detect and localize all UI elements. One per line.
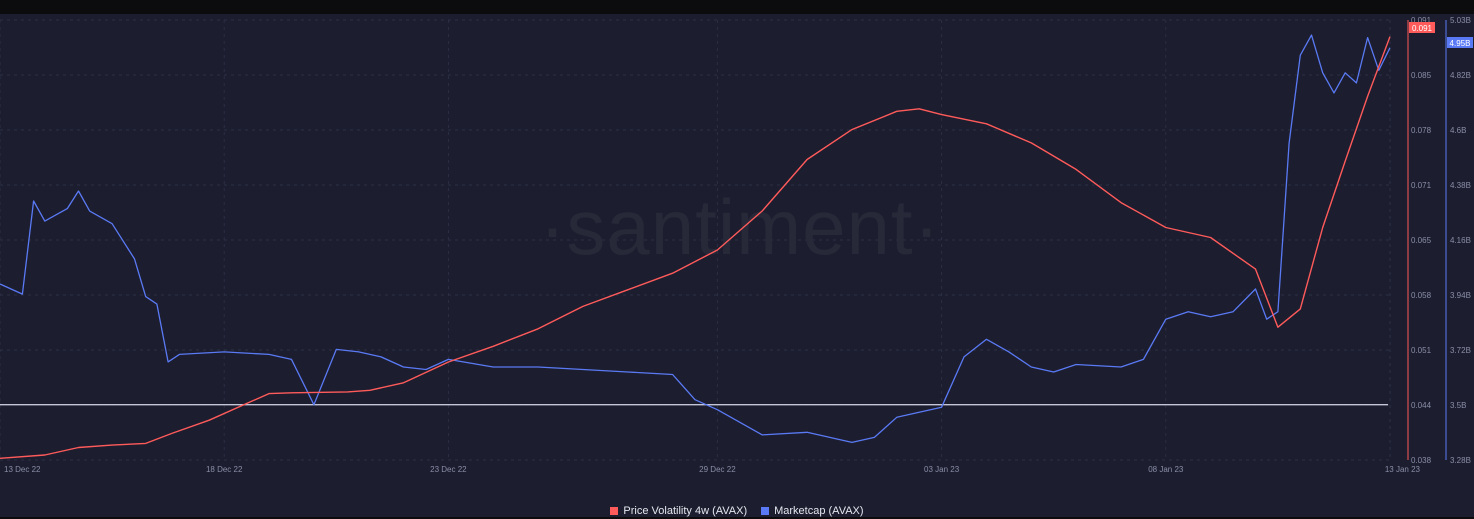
- marketcap-axis: 5.03B 4.82B 4.6B 4.38B 4.16B 3.94B 3.72B 3.5B 3.…: [1450, 16, 1471, 465]
- y-tick-label: 4.82B: [1450, 71, 1471, 80]
- x-tick-label: 18 Dec 22: [206, 465, 243, 474]
- y-tick-label: 0.065: [1411, 236, 1432, 245]
- y-tick-label: 0.038: [1411, 456, 1432, 465]
- legend: Price Volatility 4w (AVAX) Marketcap (AV…: [0, 503, 1474, 519]
- marketcap-swatch: [761, 507, 770, 515]
- marketcap-last-value-badge: 4.95B: [1447, 37, 1473, 48]
- chart-panel: ·santiment· 13 Dec 22 18 Dec 22 23 Dec 22 2…: [0, 14, 1474, 517]
- y-tick-label: 5.03B: [1450, 16, 1471, 25]
- x-tick-label: 13 Dec 22: [4, 465, 41, 474]
- x-tick-label: 03 Jan 23: [924, 465, 960, 474]
- legend-item-marketcap[interactable]: Marketcap (AVAX): [761, 505, 864, 517]
- y-tick-label: 0.078: [1411, 126, 1432, 135]
- y-tick-label: 3.5B: [1450, 401, 1466, 410]
- y-tick-label: 3.72B: [1450, 346, 1471, 355]
- y-tick-label: 4.16B: [1450, 236, 1471, 245]
- volatility-axis: 0.091 0.085 0.078 0.071 0.065 0.058 0.051 0.044…: [1411, 16, 1432, 465]
- volatility-last-value-badge: 0.091: [1409, 22, 1435, 33]
- y-tick-label: 0.044: [1411, 401, 1432, 410]
- marketcap-line: [0, 34, 1391, 444]
- legend-item-volatility[interactable]: Price Volatility 4w (AVAX): [610, 505, 747, 517]
- legend-label: Price Volatility 4w (AVAX): [623, 505, 748, 517]
- legend-label: Marketcap (AVAX): [774, 505, 864, 517]
- y-tick-label: 4.38B: [1450, 181, 1471, 190]
- chart-canvas: ·santiment· 13 Dec 22 18 Dec 22 23 Dec 22 2…: [0, 16, 1473, 474]
- x-tick-label: 29 Dec 22: [699, 465, 736, 474]
- watermark: ·santiment·: [539, 183, 940, 271]
- y-tick-label: 3.28B: [1450, 456, 1471, 465]
- y-tick-label: 4.6B: [1450, 126, 1466, 135]
- y-tick-label: 0.091: [1411, 16, 1432, 25]
- volatility-badge-text: 0.091: [1412, 24, 1433, 33]
- x-axis: 13 Dec 22 18 Dec 22 23 Dec 22 29 Dec 22 03 J…: [4, 465, 1421, 474]
- x-tick-label: 23 Dec 22: [430, 465, 467, 474]
- x-tick-label: 08 Jan 23: [1148, 465, 1184, 474]
- marketcap-badge-text: 4.95B: [1450, 39, 1471, 48]
- y-tick-label: 0.085: [1411, 71, 1432, 80]
- y-tick-label: 3.94B: [1450, 291, 1471, 300]
- volatility-swatch: [610, 507, 619, 515]
- volatility-line: [0, 36, 1391, 459]
- x-tick-label: 13 Jan 23: [1385, 465, 1421, 474]
- y-tick-label: 0.071: [1411, 181, 1432, 190]
- y-tick-label: 0.051: [1411, 346, 1432, 355]
- y-tick-label: 0.058: [1411, 291, 1432, 300]
